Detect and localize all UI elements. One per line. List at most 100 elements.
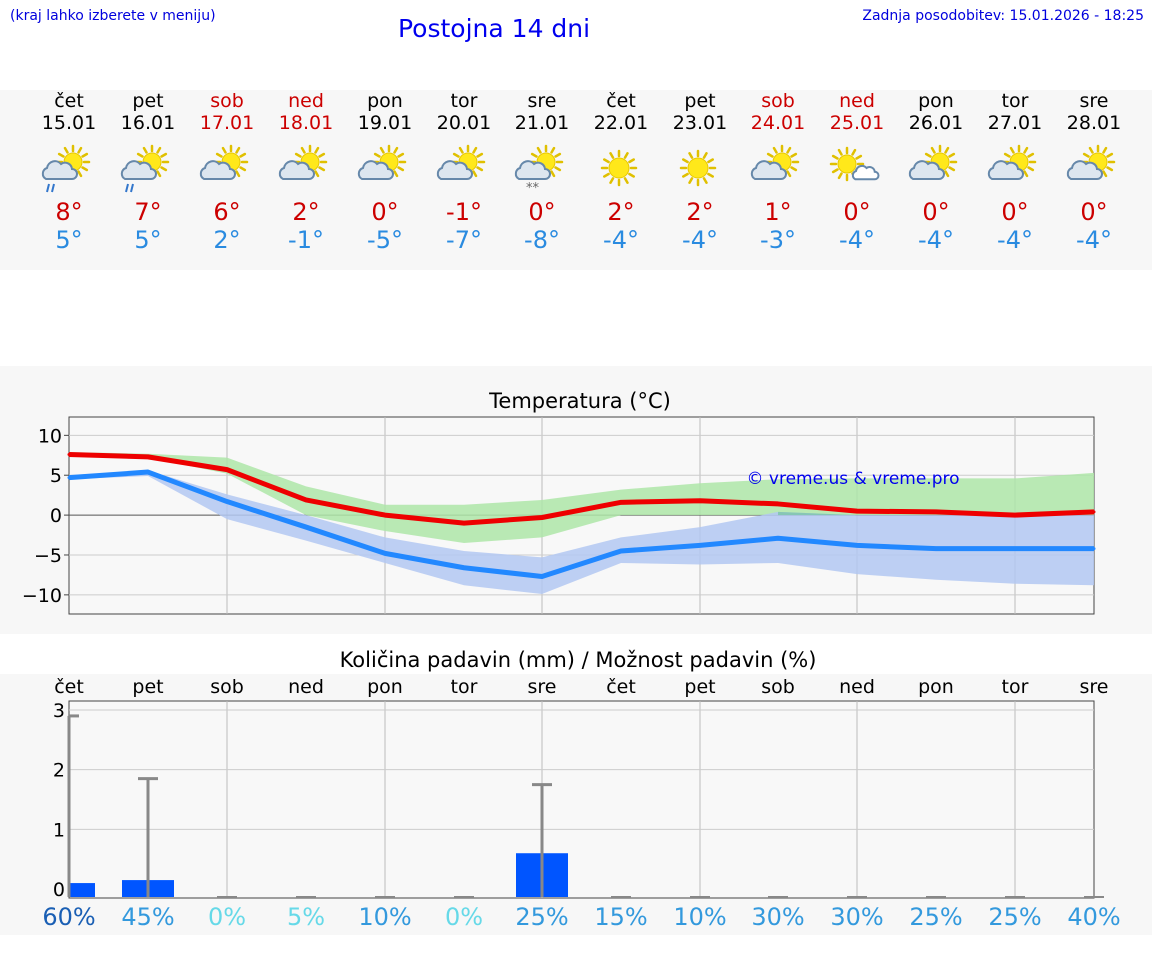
- band-overlap: [778, 511, 1094, 516]
- min-temperature-point: [776, 536, 780, 540]
- day-date: 24.01: [750, 112, 806, 134]
- max-temp: 6°: [213, 198, 241, 226]
- day-name: sre: [1079, 90, 1109, 112]
- day-forecast: pon 19.01 0° -5°: [345, 90, 425, 254]
- min-temp: -4°: [682, 226, 718, 254]
- weather-icon: [29, 142, 109, 194]
- weather-icon: [187, 142, 267, 194]
- partly-cloudy-icon: [987, 144, 1037, 180]
- max-temp: 0°: [371, 198, 399, 226]
- sunny-icon: [679, 149, 717, 187]
- precipitation-probability: 5%: [286, 903, 326, 931]
- last-update: Zadnja posodobitev: 15.01.2026 - 18:25: [862, 8, 1144, 24]
- precipitation-bar: [69, 883, 95, 897]
- day-date: 17.01: [199, 112, 255, 134]
- cloud-icon: [357, 160, 394, 180]
- precipitation-day-label: tor: [1002, 676, 1029, 698]
- day-name: tor: [450, 90, 478, 112]
- max-temp: 2°: [292, 198, 320, 226]
- cloud-icon: [514, 160, 551, 180]
- max-temp: 2°: [607, 198, 635, 226]
- watermark-text: © vreme.us & vreme.pro: [746, 469, 959, 489]
- max-temp: 0°: [1001, 198, 1029, 226]
- weather-icon: [896, 142, 976, 194]
- partly-cloudy-icon: [436, 144, 486, 180]
- partly-cloudy-snow-icon: **: [514, 144, 564, 196]
- precipitation-probability: 25%: [988, 903, 1042, 931]
- weather-icon: [345, 142, 425, 194]
- day-date: 27.01: [987, 112, 1043, 134]
- cloud-icon: [1066, 160, 1103, 180]
- precipitation-title: Količina padavin (mm) / Možnost padavin …: [340, 648, 817, 672]
- day-name: pon: [918, 90, 954, 112]
- precipitation-day-label: pon: [367, 676, 403, 698]
- max-temp: 7°: [134, 198, 162, 226]
- rain-icon: [125, 183, 134, 193]
- day-date: 28.01: [1066, 112, 1122, 134]
- precipitation-day-label: čet: [606, 676, 636, 698]
- day-forecast: ned 18.01 2° -1°: [266, 90, 346, 254]
- partly-cloudy-rain-icon: [120, 144, 170, 193]
- max-temperature-point: [776, 502, 780, 506]
- temperature-ytick-label: −10: [22, 585, 62, 607]
- cloud-icon: [750, 160, 787, 180]
- day-date: 15.01: [41, 112, 97, 134]
- precipitation-probability: 30%: [751, 903, 805, 931]
- temperature-ytick-label: 5: [50, 465, 62, 487]
- day-name: čet: [54, 90, 84, 112]
- day-forecast: ned 25.01 0° -4°: [817, 90, 897, 254]
- day-date: 19.01: [357, 112, 413, 134]
- precipitation-probability: 30%: [830, 903, 884, 931]
- max-temperature-line: [68, 451, 1095, 526]
- max-temperature-point: [1013, 513, 1017, 517]
- precipitation-day-label: sob: [210, 676, 244, 698]
- sun-icon: [829, 146, 865, 182]
- day-date: 16.01: [120, 112, 176, 134]
- temperature-ytick-label: 10: [38, 425, 62, 447]
- precipitation-ytick-label: 2: [53, 760, 65, 782]
- day-forecast: tor 20.01 -1° -7°: [424, 90, 504, 254]
- precipitation-probability: 0%: [444, 903, 484, 931]
- temperature-title: Temperatura (°C): [488, 389, 671, 413]
- precipitation-probability: 25%: [909, 903, 963, 931]
- precipitation-chart: Količina padavin (mm) / Možnost padavin …: [53, 648, 1109, 901]
- min-temperature-point: [383, 551, 387, 555]
- weather-icon: **: [502, 142, 582, 196]
- weather-icon: [817, 142, 897, 194]
- day-date: 26.01: [908, 112, 964, 134]
- temperature-ytick-label: −5: [34, 545, 62, 567]
- precipitation-ytick-label: 0: [53, 879, 65, 901]
- day-forecast: tor 27.01 0° -4°: [975, 90, 1055, 254]
- temperature-chart: Temperatura (°C) 10 5 0 −5 −10 © vreme.us & vr…: [22, 389, 1096, 615]
- max-temperature-point: [146, 455, 150, 459]
- min-temperature-point: [1013, 547, 1017, 551]
- cloud-icon: [851, 164, 880, 181]
- precipitation-day-label: pon: [918, 676, 954, 698]
- min-temperature-point: [67, 476, 71, 480]
- weather-icon: [975, 142, 1055, 194]
- day-name: čet: [606, 90, 636, 112]
- cloud-icon: [41, 160, 78, 180]
- min-temperature-point: [934, 547, 938, 551]
- precipitation-day-label: tor: [451, 676, 478, 698]
- max-temperature-point: [855, 509, 859, 513]
- max-temp: 1°: [764, 198, 792, 226]
- day-forecast: sre 28.01 0° -4°: [1054, 90, 1134, 254]
- day-date: 18.01: [278, 112, 334, 134]
- day-name: ned: [288, 90, 324, 112]
- max-temperature-point: [1092, 510, 1096, 514]
- day-date: 20.01: [436, 112, 492, 134]
- max-temp: 0°: [843, 198, 871, 226]
- rain-icon: [46, 183, 55, 193]
- min-temperature-point: [225, 500, 229, 504]
- day-name: sob: [210, 90, 244, 112]
- min-temperature-point: [304, 525, 308, 529]
- cloud-icon: [278, 160, 315, 180]
- max-temperature-point: [619, 500, 623, 504]
- day-forecast: čet 22.01 2° -4°: [581, 90, 661, 254]
- cloud-icon: [199, 160, 236, 180]
- partly-cloudy-icon: [199, 144, 249, 180]
- max-temp: 2°: [686, 198, 714, 226]
- min-temp: 5°: [55, 226, 83, 254]
- day-name: pon: [367, 90, 403, 112]
